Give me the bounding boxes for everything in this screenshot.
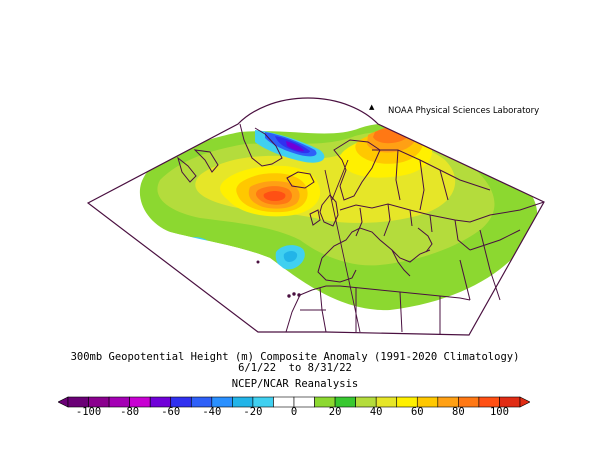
colorbar-tick-label: -20 — [243, 406, 263, 418]
map-source: NCEP/NCAR Reanalysis — [231, 378, 359, 390]
credit-marker-icon: ▲ — [369, 103, 375, 111]
coastlines — [177, 123, 545, 334]
map-period: 6/1/22 to 8/31/22 — [238, 362, 352, 374]
colorbar-tick-label: 20 — [328, 406, 342, 418]
map-title: 300mb Geopotential Height (m) Composite … — [70, 351, 520, 363]
colorbar-tick-label: -100 — [75, 406, 102, 418]
colorbar-tick-label: -80 — [120, 406, 140, 418]
colorbar-tick-label: 60 — [410, 406, 424, 418]
colorbar-max-arrow — [519, 396, 530, 408]
colorbar-tick-label: 80 — [452, 406, 465, 418]
colorbar-tick-label: 100 — [489, 406, 509, 418]
colorbar-tick-label: -40 — [202, 406, 222, 418]
colorbar-tick-label: 0 — [290, 406, 298, 418]
colorbar — [58, 396, 530, 408]
credit-label: NOAA Physical Sciences Laboratory — [388, 106, 540, 116]
colorbar-tick-label: -60 — [161, 406, 181, 418]
colorbar-tick-label: 40 — [369, 406, 383, 418]
graticule — [324, 159, 361, 333]
colorbar-min-arrow — [58, 396, 69, 408]
map-frame — [86, 97, 545, 336]
